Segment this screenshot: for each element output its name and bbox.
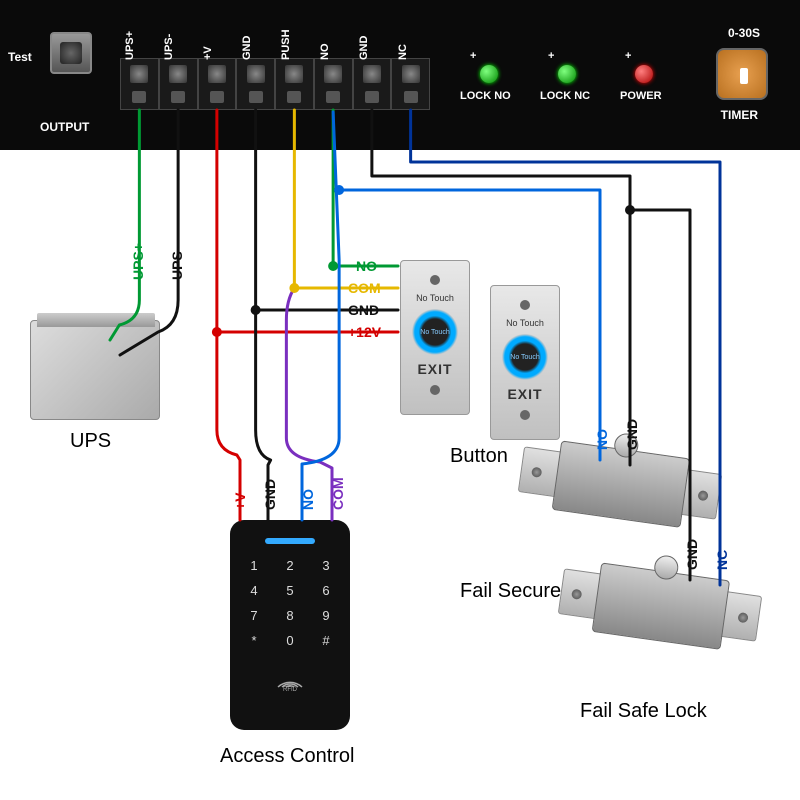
led-label-power: POWER (620, 90, 662, 102)
access-control-label: Access Control (220, 745, 355, 768)
terminal-plus-v[interactable] (198, 58, 237, 110)
terminal-no[interactable] (314, 58, 353, 110)
term-label-ups-minus: UPS- (163, 34, 175, 60)
term-label-gnd: GND (241, 36, 253, 60)
timer-label: TIMER (721, 108, 758, 122)
terminal-ups-plus[interactable] (120, 58, 159, 110)
key-6[interactable]: 6 (314, 583, 338, 598)
key-8[interactable]: 8 (278, 608, 302, 623)
led-plus-2: + (548, 50, 554, 62)
exit-button-1[interactable]: No Touch No Touch EXIT (400, 260, 470, 415)
exit-button-2[interactable]: No Touch No Touch EXIT (490, 285, 560, 440)
fail-safe-label: Fail Safe Lock (580, 700, 707, 723)
exit-top-label-2: No Touch (491, 318, 559, 328)
key-2[interactable]: 2 (278, 558, 302, 573)
exit-ring-icon: No Touch (412, 309, 458, 355)
timer-knob[interactable] (716, 48, 768, 100)
led-plus-1: + (470, 50, 476, 62)
svg-text:RFID: RFID (283, 687, 298, 692)
exit-bottom-label-2: EXIT (491, 386, 559, 402)
output-label: OUTPUT (40, 120, 89, 134)
ups-device (30, 320, 160, 420)
term-label-no: NO (319, 44, 331, 61)
wl-ac-no: NO (300, 489, 316, 510)
wl-fsl-gnd: GND (684, 539, 700, 570)
key-9[interactable]: 9 (314, 608, 338, 623)
timer-range-label: 0-30S (728, 26, 760, 40)
wl-btn-no: NO (356, 258, 377, 274)
test-button[interactable] (50, 32, 92, 74)
key-0[interactable]: 0 (278, 633, 302, 648)
wl-ups-plus: UPS+ (130, 243, 146, 280)
key-hash[interactable]: # (314, 633, 338, 648)
access-control-keypad[interactable]: 1 2 3 4 5 6 7 8 9 * 0 # RFID (230, 520, 350, 730)
exit-bottom-label-1: EXIT (401, 361, 469, 377)
term-label-ups-plus: UPS+ (124, 31, 136, 60)
terminal-gnd2[interactable] (353, 58, 392, 110)
wl-ac-gnd: GND (262, 479, 278, 510)
wl-fsl-nc: NC (714, 550, 730, 570)
keypad-keys: 1 2 3 4 5 6 7 8 9 * 0 # (242, 558, 338, 648)
terminal-push[interactable] (275, 58, 314, 110)
key-3[interactable]: 3 (314, 558, 338, 573)
control-board: Test OUTPUT UPS+ UPS- +V GND PUSH NO GND… (0, 0, 800, 150)
key-7[interactable]: 7 (242, 608, 266, 623)
terminal-strip (120, 58, 430, 110)
led-lock-no (480, 65, 498, 83)
led-lock-nc (558, 65, 576, 83)
terminal-nc[interactable] (391, 58, 430, 110)
wl-fs-gnd: GND (624, 419, 640, 450)
button-label: Button (450, 445, 508, 468)
led-label-lock-nc: LOCK NC (540, 90, 590, 102)
fail-safe-lock (560, 582, 760, 628)
terminal-gnd[interactable] (236, 58, 275, 110)
wl-fs-no: NO (594, 429, 610, 450)
wl-ups-minus: UPS- (169, 247, 185, 280)
key-star[interactable]: * (242, 633, 266, 648)
exit-ring-icon-2: No Touch (502, 334, 548, 380)
wl-btn-com: COM (348, 280, 381, 296)
terminal-ups-minus[interactable] (159, 58, 198, 110)
led-power (635, 65, 653, 83)
wl-ac-com: COM (330, 477, 346, 510)
fail-secure-lock (520, 460, 720, 506)
test-label: Test (8, 50, 32, 64)
wl-btn-gnd: GND (348, 302, 379, 318)
term-label-nc: NC (397, 44, 409, 60)
term-label-push: PUSH (280, 29, 292, 60)
key-5[interactable]: 5 (278, 583, 302, 598)
term-label-plus-v: +V (202, 46, 214, 60)
wl-ac-plusv: +V (232, 492, 248, 510)
wl-btn-12v: +12V (348, 324, 381, 340)
rfid-icon: RFID (242, 662, 338, 697)
term-label-gnd2: GND (358, 36, 370, 60)
keypad-indicator (265, 538, 315, 544)
led-plus-3: + (625, 50, 631, 62)
ups-label: UPS (70, 430, 111, 453)
led-label-lock-no: LOCK NO (460, 90, 511, 102)
key-1[interactable]: 1 (242, 558, 266, 573)
exit-top-label-1: No Touch (401, 293, 469, 303)
key-4[interactable]: 4 (242, 583, 266, 598)
